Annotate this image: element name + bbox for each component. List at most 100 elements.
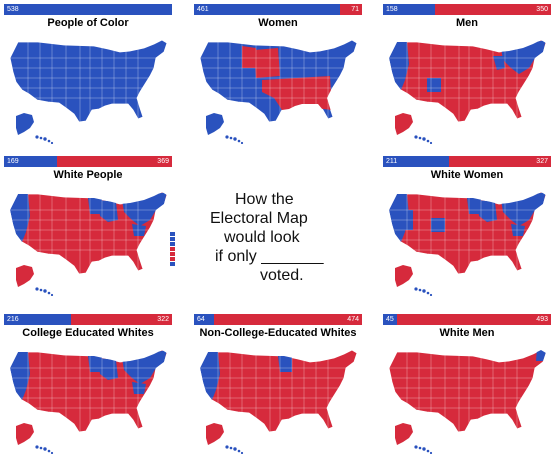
hawaii-island [237,139,241,143]
red-count: 493 [536,316,548,323]
state-region [242,46,256,68]
tally-red-segment: 474 [213,314,362,325]
hawaii-island [43,447,47,451]
hawaii-island [426,449,430,453]
center-caption: How the Electoral Map would look if only… [210,190,350,285]
map-legend [170,232,175,267]
blue-count: 461 [197,6,209,13]
hawaii-island [233,137,237,141]
state-region [262,76,332,110]
hawaii-island [35,135,39,139]
panel-title: Women [258,17,298,29]
alaska-shape [395,113,413,135]
hawaii-island [414,445,418,449]
hawaii-island [237,449,241,453]
caption-line-4: if only _______ [215,248,324,265]
hawaii-island [240,141,244,144]
hawaii-island [240,451,244,454]
blue-count: 158 [386,6,398,13]
hawaii-island [426,291,430,295]
panel-women: 461 71 Women [194,4,362,144]
alaska-shape [206,423,224,445]
tally-red-segment: 322 [71,314,172,325]
tally-blue-segment: 211 [383,156,449,167]
us-map [388,349,547,454]
hawaii-island [47,449,51,453]
us-map [9,349,168,454]
hawaii-island [47,139,51,143]
hawaii-island [50,451,54,454]
hawaii-island [418,446,422,450]
red-count: 474 [347,316,359,323]
panel-title: People of Color [47,17,129,29]
panel-men: 158 350 Men [383,4,551,144]
alaska-shape [206,113,224,135]
hawaii-island [225,135,229,139]
red-count: 322 [157,316,169,323]
alaska-shape [16,113,34,135]
blue-count: 216 [7,316,19,323]
tally-blue-segment: 461 [194,4,340,15]
red-count: 327 [536,158,548,165]
alaska-shape [16,265,34,287]
tally-bar: 538 [4,4,172,15]
tally-bar: 158 350 [383,4,551,15]
hawaii-island [429,451,433,454]
hawaii-island [414,287,418,291]
tally-bar: 169 369 [4,156,172,167]
hawaii-island [35,445,39,449]
state-region [254,48,280,78]
red-count: 350 [536,6,548,13]
hawaii-island [229,446,233,450]
caption-line-1: How the [235,191,294,208]
panel-title: Men [456,17,478,29]
hawaii-island [229,136,233,140]
blue-count: 64 [197,316,205,323]
hawaii-island [422,447,426,451]
tally-red-segment: 327 [448,156,551,167]
blue-count: 538 [7,6,19,13]
panel-people-of-color: 538 People of Color [4,4,172,144]
hawaii-island [429,293,433,296]
state-region [98,358,118,380]
contiguous-us-shape [9,39,168,123]
hawaii-island [35,287,39,291]
red-count: 71 [351,6,359,13]
hawaii-island [233,447,237,451]
tally-red-segment: 350 [435,4,551,15]
tally-blue-segment: 538 [4,4,172,15]
hawaii-island [50,141,54,144]
tally-blue-segment: 64 [194,314,214,325]
caption-line-2: Electoral Map [210,210,308,227]
tally-red-segment: 369 [56,156,172,167]
panel-title: White People [53,169,123,181]
panel-title: College Educated Whites [22,327,154,339]
tally-bar: 216 322 [4,314,172,325]
tally-blue-segment: 158 [383,4,436,15]
hawaii-island [426,139,430,143]
blue-count: 45 [386,316,394,323]
tally-blue-segment: 45 [383,314,398,325]
hawaii-island [422,137,426,141]
alaska-shape [16,423,34,445]
blue-count: 169 [7,158,19,165]
contiguous-us-shape [388,349,547,433]
hawaii-island [43,137,47,141]
tally-bar: 64 474 [194,314,362,325]
panel-white-people: 169 369 White People [4,156,175,296]
tally-bar: 211 327 [383,156,551,167]
panel-college-educated-whites: 216 322 College Educated Whites [4,314,172,454]
panel-title: White Women [430,169,504,181]
state-region [427,78,441,92]
hawaii-island [39,288,43,292]
state-region [477,200,497,222]
panel-non-college-educated-whites: 64 474 Non-College-Educated Whites [194,314,362,454]
tally-bar: 45 493 [383,314,551,325]
caption-line-5: voted. [260,267,304,284]
hawaii-island [414,135,418,139]
us-map [9,191,168,296]
hawaii-island [39,446,43,450]
red-count: 369 [157,158,169,165]
hawaii-island [429,141,433,144]
tally-blue-segment: 216 [4,314,72,325]
